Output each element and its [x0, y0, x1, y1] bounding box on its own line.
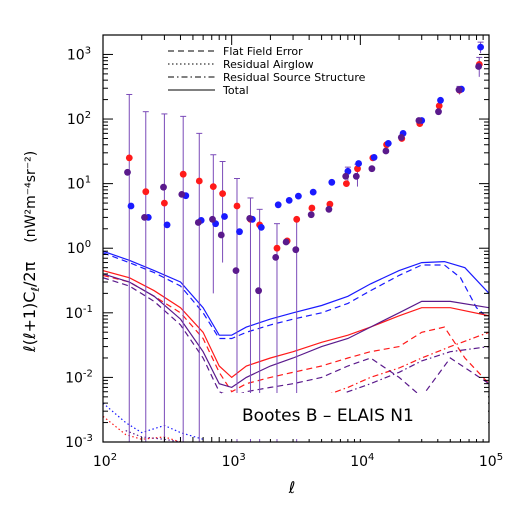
- data-point-1-6: [221, 213, 228, 220]
- data-point-1-10: [274, 201, 282, 209]
- model-curve-4: [231, 331, 489, 424]
- legend-label-source-structure: Residual Source Structure: [223, 71, 366, 84]
- data-point-2-21: [435, 108, 442, 116]
- data-point-1-18: [384, 140, 392, 147]
- data-point-2-18: [382, 147, 390, 155]
- data-point-0-7: [233, 202, 241, 210]
- y-axis-title: ℓ(ℓ+1)Cℓ/2π (nW²m⁻⁴sr⁻²): [20, 151, 42, 353]
- data-point-2-0: [124, 168, 131, 176]
- model-curve-10: [125, 430, 181, 442]
- legend-item-flat-field: Flat Field Error: [168, 45, 303, 58]
- data-point-2-7: [232, 267, 240, 274]
- field-annotation: Bootes B – ELAIS N1: [242, 406, 414, 426]
- data-point-2-13: [307, 211, 315, 219]
- x-tick-label-2: 104: [350, 452, 374, 470]
- data-point-0-1: [142, 188, 150, 196]
- data-point-1-11: [285, 197, 293, 204]
- data-point-0-5: [209, 183, 217, 191]
- legend: Flat Field Error Residual Airglow Residu…: [168, 45, 366, 97]
- legend-label-airglow: Residual Airglow: [223, 58, 314, 71]
- data-point-0-4: [195, 177, 203, 185]
- data-point-2-23: [475, 63, 482, 70]
- data-point-1-21: [437, 96, 444, 104]
- model-curve-0: [103, 250, 489, 336]
- y-tick-label-6: 103: [67, 45, 91, 63]
- x-axis-title: ℓ: [288, 478, 296, 497]
- data-point-1-2: [163, 221, 171, 229]
- data-point-0-10: [273, 244, 281, 252]
- data-point-2-1: [141, 214, 148, 221]
- data-point-2-3: [178, 191, 186, 198]
- x-tick-label-3: 105: [479, 452, 503, 470]
- y-axis-title-main: ℓ(ℓ+1)C: [20, 292, 39, 353]
- data-point-2-11: [282, 238, 290, 246]
- y-tick-label-1: 10-2: [65, 368, 93, 386]
- legend-item-total: Total: [168, 84, 249, 97]
- y-axis-units: (nW²m⁻⁴sr⁻²): [23, 151, 39, 243]
- model-curve-1: [103, 252, 489, 340]
- data-point-2-5: [209, 215, 216, 223]
- axis-ticks: 102 103 104 105 10-3 10-2 10-1 100 101 102 103: [65, 34, 503, 470]
- y-tick-label-4: 101: [67, 175, 91, 193]
- data-point-2-22: [455, 86, 463, 94]
- model-curve-2: [103, 270, 489, 379]
- plot-frame: [102, 34, 490, 443]
- legend-item-source-structure: Residual Source Structure: [168, 71, 366, 84]
- data-point-0-2: [161, 199, 168, 207]
- data-point-0-6: [219, 190, 227, 198]
- data-point-1-14: [328, 178, 336, 186]
- data-point-2-19: [397, 134, 405, 141]
- error-bars: [126, 41, 484, 442]
- data-point-2-15: [342, 172, 350, 180]
- data-point-2-9: [255, 287, 262, 295]
- y-tick-label-5: 102: [67, 110, 91, 128]
- data-point-0-21: [435, 102, 443, 110]
- model-curve-3: [103, 274, 489, 393]
- data-point-2-16: [352, 172, 360, 180]
- model-curve-7: [231, 346, 489, 432]
- data-point-0-0: [125, 154, 133, 162]
- y-axis-title-tail: /2π: [20, 261, 39, 287]
- data-point-1-12: [295, 192, 302, 200]
- data-point-0-15: [343, 180, 350, 188]
- data-point-0-13: [308, 204, 316, 212]
- data-point-1-0: [127, 202, 135, 210]
- y-axis-title-subscript: ℓ: [29, 287, 42, 293]
- data-point-0-16: [354, 165, 361, 173]
- y-tick-label-0: 10-3: [65, 433, 93, 451]
- y-tick-label-3: 100: [67, 239, 91, 257]
- data-point-1-13: [309, 188, 317, 196]
- data-point-2-8: [246, 215, 254, 222]
- legend-item-airglow: Residual Airglow: [168, 58, 314, 71]
- data-point-2-14: [325, 205, 333, 213]
- data-point-2-2: [160, 183, 167, 191]
- data-point-2-17: [368, 165, 376, 173]
- data-point-1-7: [236, 228, 243, 236]
- y-tick-label-2: 10-1: [65, 304, 93, 322]
- data-point-1-9: [257, 224, 265, 231]
- legend-label-total: Total: [222, 84, 249, 97]
- x-tick-label-1: 103: [222, 452, 246, 470]
- data-point-2-12: [292, 246, 300, 254]
- legend-label-flat-field: Flat Field Error: [223, 45, 303, 58]
- data-points: [124, 43, 484, 295]
- model-curve-5: [103, 273, 489, 389]
- data-point-1-17: [370, 154, 378, 161]
- annotation-background: [222, 393, 488, 439]
- data-point-2-10: [272, 254, 280, 261]
- data-point-1-16: [355, 160, 362, 167]
- model-curve-6: [103, 277, 489, 398]
- x-tick-label-0: 102: [93, 452, 117, 470]
- svg-text:ℓ(ℓ+1)Cℓ/2π (nW²m⁻⁴sr⁻²): ℓ(ℓ+1)Cℓ/2π (nW²m⁻⁴sr⁻²): [20, 151, 42, 353]
- data-point-0-12: [293, 215, 301, 223]
- model-curves: [103, 250, 489, 442]
- data-point-0-14: [326, 200, 334, 208]
- data-point-0-3: [179, 170, 187, 178]
- data-point-2-4: [194, 219, 202, 226]
- data-point-1-23: [477, 43, 484, 51]
- model-curve-8: [103, 402, 204, 440]
- data-point-2-6: [217, 231, 225, 239]
- data-point-2-20: [415, 117, 423, 124]
